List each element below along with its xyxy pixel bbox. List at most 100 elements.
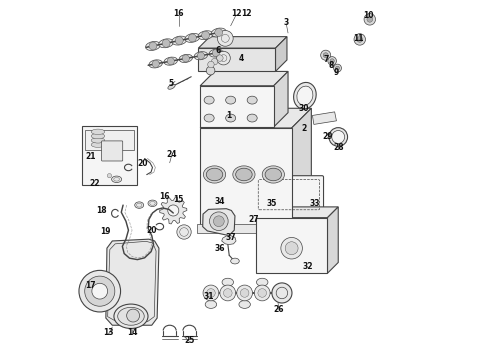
Circle shape: [214, 216, 224, 226]
Circle shape: [207, 289, 215, 297]
Ellipse shape: [247, 114, 257, 122]
Polygon shape: [327, 207, 338, 273]
Ellipse shape: [168, 84, 175, 89]
Text: 30: 30: [299, 104, 309, 113]
Circle shape: [320, 50, 331, 60]
Text: 26: 26: [274, 305, 284, 314]
Circle shape: [354, 34, 366, 45]
Ellipse shape: [198, 31, 213, 40]
Circle shape: [330, 59, 334, 63]
Polygon shape: [313, 112, 337, 125]
Circle shape: [168, 205, 179, 216]
Ellipse shape: [211, 28, 226, 37]
Text: 3: 3: [284, 18, 289, 27]
Ellipse shape: [204, 114, 214, 122]
Ellipse shape: [262, 166, 285, 183]
Ellipse shape: [205, 301, 217, 309]
Circle shape: [254, 285, 270, 301]
Ellipse shape: [149, 60, 163, 68]
Circle shape: [334, 64, 342, 72]
Ellipse shape: [91, 129, 105, 134]
Text: 37: 37: [225, 233, 236, 242]
Circle shape: [336, 66, 340, 70]
Circle shape: [197, 52, 204, 59]
Circle shape: [167, 58, 174, 65]
Circle shape: [240, 289, 249, 297]
Circle shape: [367, 17, 373, 22]
Circle shape: [364, 14, 375, 25]
Text: 8: 8: [328, 61, 334, 70]
Circle shape: [189, 34, 196, 42]
Ellipse shape: [222, 278, 234, 286]
Text: 2: 2: [301, 123, 307, 132]
Circle shape: [214, 50, 224, 60]
Circle shape: [149, 42, 157, 50]
Ellipse shape: [91, 138, 105, 143]
Ellipse shape: [209, 49, 222, 57]
Circle shape: [206, 66, 215, 75]
Circle shape: [107, 174, 112, 178]
Circle shape: [272, 283, 292, 303]
Text: 34: 34: [215, 197, 225, 206]
Circle shape: [285, 242, 298, 255]
Text: 32: 32: [302, 262, 313, 271]
Text: 15: 15: [173, 195, 184, 204]
Polygon shape: [200, 71, 288, 86]
Text: 4: 4: [239, 54, 244, 63]
Circle shape: [152, 60, 159, 67]
FancyBboxPatch shape: [198, 48, 275, 71]
Text: 16: 16: [159, 192, 170, 201]
Text: 12: 12: [231, 9, 241, 18]
Ellipse shape: [148, 200, 157, 207]
Circle shape: [177, 225, 191, 239]
Text: 28: 28: [333, 143, 343, 152]
Ellipse shape: [256, 278, 268, 286]
Text: 24: 24: [166, 150, 177, 159]
Circle shape: [211, 58, 218, 65]
FancyBboxPatch shape: [200, 128, 292, 225]
Circle shape: [329, 128, 347, 146]
Ellipse shape: [179, 54, 193, 63]
FancyBboxPatch shape: [85, 130, 134, 150]
Polygon shape: [160, 197, 187, 224]
Ellipse shape: [114, 304, 148, 328]
Text: 33: 33: [310, 199, 320, 208]
FancyBboxPatch shape: [256, 218, 327, 273]
Circle shape: [217, 51, 230, 65]
Ellipse shape: [225, 96, 236, 104]
Ellipse shape: [164, 57, 177, 65]
Text: 19: 19: [100, 228, 110, 237]
Text: 1: 1: [226, 111, 231, 120]
Ellipse shape: [247, 96, 257, 104]
Polygon shape: [198, 37, 287, 48]
Ellipse shape: [185, 33, 200, 42]
Circle shape: [182, 55, 190, 62]
Ellipse shape: [239, 301, 250, 309]
Ellipse shape: [203, 166, 225, 183]
Text: 12: 12: [242, 9, 252, 18]
Circle shape: [208, 61, 214, 68]
Circle shape: [215, 28, 222, 36]
Circle shape: [328, 57, 337, 65]
Ellipse shape: [172, 36, 187, 45]
Polygon shape: [200, 108, 311, 128]
Text: 16: 16: [173, 9, 184, 18]
Text: 20: 20: [138, 159, 148, 168]
Text: 9: 9: [334, 68, 339, 77]
Text: 21: 21: [86, 152, 96, 161]
Circle shape: [217, 55, 223, 61]
Ellipse shape: [135, 202, 144, 208]
Circle shape: [85, 276, 115, 306]
Ellipse shape: [233, 166, 255, 183]
Text: 10: 10: [364, 10, 374, 19]
Ellipse shape: [231, 258, 239, 264]
Circle shape: [323, 53, 328, 58]
Ellipse shape: [204, 96, 214, 104]
Ellipse shape: [297, 86, 313, 105]
Polygon shape: [106, 239, 159, 325]
Text: 17: 17: [85, 281, 96, 290]
Ellipse shape: [118, 307, 144, 325]
FancyBboxPatch shape: [82, 126, 137, 185]
Ellipse shape: [159, 39, 173, 48]
Text: 20: 20: [147, 226, 157, 235]
